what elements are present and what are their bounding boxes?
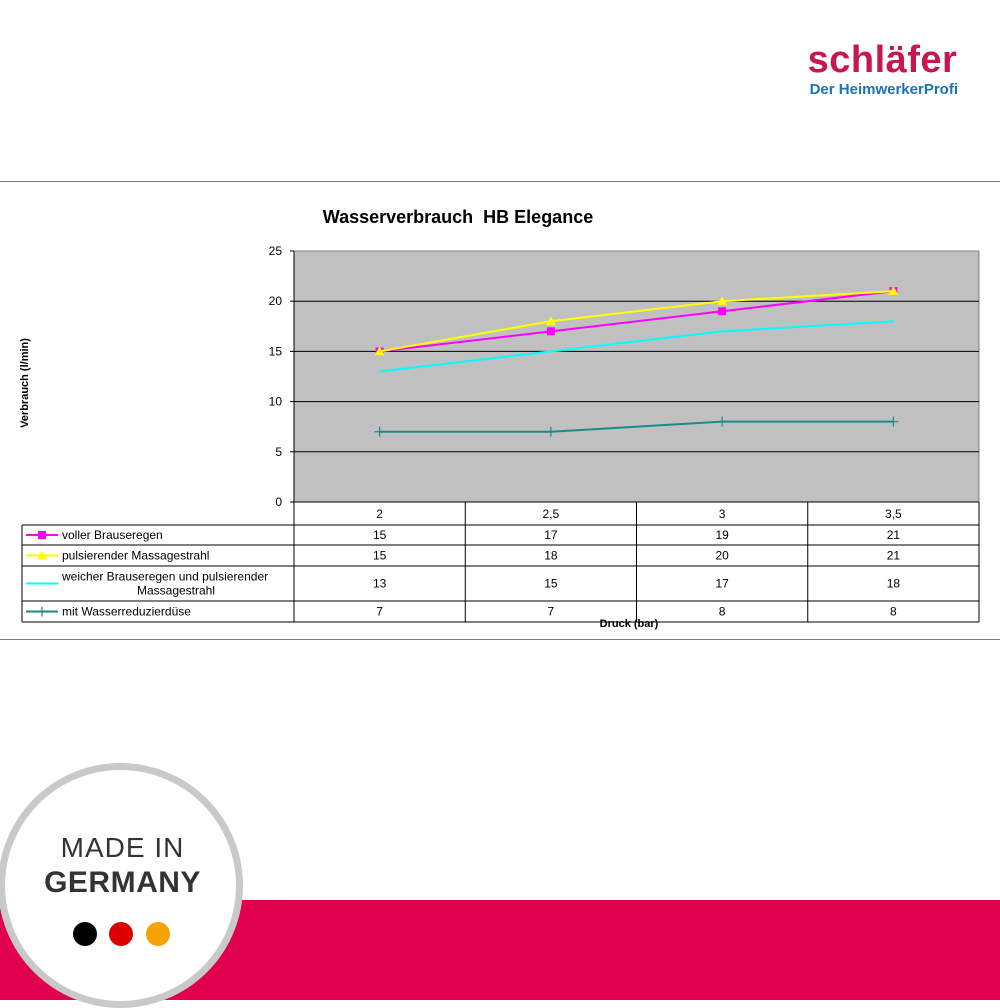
data-point-s4-1 [374, 426, 385, 437]
legend-swatch-marker-1 [38, 531, 46, 539]
table-value-s3-1: 13 [373, 577, 387, 591]
data-point-s4-3 [717, 416, 728, 427]
brand-name: schläfer [807, 39, 958, 81]
table-value-s3-4: 18 [887, 577, 901, 591]
table-value-s2-3: 20 [715, 549, 729, 563]
table-value-s2-4: 21 [887, 549, 901, 563]
y-tick-label-15: 15 [269, 344, 283, 358]
y-tick-label-25: 25 [269, 244, 283, 258]
table-value-s1-2: 17 [544, 528, 558, 542]
series-line-4 [379, 420, 894, 433]
data-point-s2-3 [717, 296, 728, 306]
bottom-divider [0, 639, 1000, 640]
data-point-s4-2 [545, 426, 556, 437]
x-tick-label: 2 [376, 507, 383, 521]
data-point-s1-2 [546, 327, 555, 336]
legend-label-4: mit Wasserreduzierdüse [62, 605, 191, 619]
legend-label-2: pulsierender Massagestrahl [62, 549, 209, 563]
table-value-s1-3: 19 [715, 528, 729, 542]
brand-logo: schläfer Der HeimwerkerProfi [808, 40, 958, 100]
x-tick-label: 3,5 [885, 507, 902, 521]
table-value-s3-2: 15 [544, 577, 558, 591]
water-consumption-chart: Wasserverbrauch HB Elegance 0 5 10 15 20 25 V… [19, 207, 980, 630]
table-value-s4-3: 8 [719, 605, 726, 619]
data-point-s2-4 [888, 286, 899, 296]
flag-dot-red [109, 922, 133, 946]
table-value-s2-2: 18 [544, 549, 558, 563]
table-value-s1-1: 15 [373, 528, 387, 542]
seal-text-germany: GERMANY [44, 866, 201, 899]
plot-area [293, 250, 980, 503]
top-divider [0, 181, 1000, 182]
table-value-s1-4: 21 [887, 528, 901, 542]
y-tick-label-20: 20 [269, 294, 283, 308]
x-tick-label: 2,5 [543, 507, 560, 521]
table-value-s4-1: 7 [376, 605, 383, 619]
data-point-s1-3 [718, 307, 727, 316]
flag-dot-gold [146, 922, 170, 946]
y-axis-label: Verbrauch (l/min) [19, 338, 31, 428]
data-point-s4-4 [888, 416, 899, 427]
y-tick-label-0: 0 [275, 495, 282, 509]
legend-swatch-marker-2 [37, 550, 47, 560]
chart-title: Wasserverbrauch HB Elegance [323, 207, 593, 227]
table-value-s4-2: 7 [548, 605, 555, 619]
y-tick-label-5: 5 [275, 445, 282, 459]
series-line-3 [379, 320, 894, 373]
seal-text-made-in: MADE IN [60, 832, 185, 863]
data-point-s2-2 [545, 316, 556, 326]
table-value-s3-3: 17 [715, 577, 729, 591]
flag-dot-black [73, 922, 97, 946]
legend-swatch-marker-4 [37, 606, 47, 617]
legend-label-1: voller Brauseregen [62, 528, 163, 542]
table-value-s2-1: 15 [373, 549, 387, 563]
y-tick-label-10: 10 [269, 395, 283, 409]
x-axis-label: Druck (bar) [600, 618, 659, 630]
legend-label-3: weicher Brauseregen und pulsierender Mass… [61, 570, 268, 598]
x-tick-label: 3 [719, 507, 726, 521]
series-line-1 [379, 290, 894, 353]
series-line-2 [379, 290, 894, 353]
data-point-s2-1 [374, 346, 385, 356]
brand-tagline: Der HeimwerkerProfi [809, 81, 958, 98]
table-value-s4-4: 8 [890, 605, 897, 619]
